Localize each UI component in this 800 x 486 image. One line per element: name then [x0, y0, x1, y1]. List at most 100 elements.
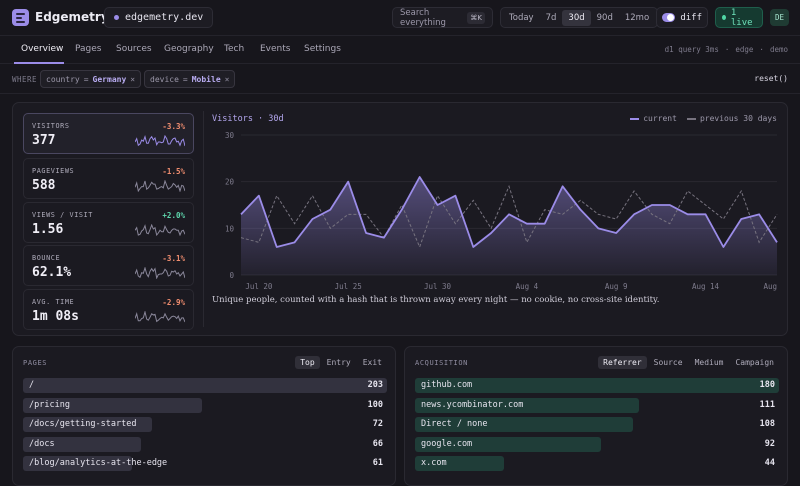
list-item-name: /docs/getting-started: [29, 419, 137, 429]
value-bar: [415, 436, 602, 452]
tab-top[interactable]: Top: [295, 356, 320, 369]
tab-entry[interactable]: Entry: [326, 358, 351, 367]
tab-exit[interactable]: Exit: [362, 358, 382, 367]
list-item[interactable]: github.com 180: [415, 378, 779, 393]
chip-op: =: [182, 74, 188, 84]
active-tab-indicator: [14, 62, 64, 64]
tab-settings[interactable]: Settings: [304, 44, 341, 54]
metric-bounce[interactable]: BOUNCE 62.1% -3.1%: [23, 245, 194, 286]
legend-swatch: [686, 117, 696, 120]
tab-referrer[interactable]: Referrer: [598, 356, 647, 369]
list-item-name: /pricing: [29, 399, 70, 410]
metric-value: 62.1%: [32, 265, 72, 280]
y-tick-label: 10: [225, 224, 235, 233]
list-item[interactable]: /pricing 100: [23, 397, 387, 413]
tab-geography[interactable]: Geography: [164, 44, 214, 54]
range-today[interactable]: Today: [509, 12, 534, 23]
list-item-value: 66: [372, 438, 383, 449]
search-button[interactable]: Search everything ⌘K: [392, 7, 493, 28]
metric-value: 1m 08s: [32, 309, 79, 324]
legend-label: previous 30 days: [699, 114, 777, 123]
sparkline: [135, 311, 185, 323]
sparkline: [135, 180, 185, 192]
list-item[interactable]: news.ycombinator.com 111: [415, 397, 779, 413]
metric-delta: -3.3%: [162, 122, 185, 131]
range-7d[interactable]: 7d: [545, 12, 557, 23]
range-12mo[interactable]: 12mo: [624, 12, 650, 23]
metric-pageviews[interactable]: PAGEVIEWS 588 -1.5%: [23, 158, 194, 199]
list-item-name: /: [29, 380, 35, 390]
live-badge[interactable]: 1 live: [715, 7, 763, 28]
metric-delta: +2.0%: [162, 211, 185, 220]
tab-events[interactable]: Events: [260, 44, 291, 54]
value-bar: [23, 417, 153, 432]
metric-value: 588: [32, 178, 56, 193]
close-icon[interactable]: ×: [130, 74, 136, 84]
avatar[interactable]: DE: [770, 9, 789, 26]
list-item-name: github.com: [421, 380, 473, 390]
tab-source[interactable]: Source: [653, 358, 683, 367]
chart-footnote: Unique people, counted with a hash that …: [212, 295, 660, 305]
metric-delta: -1.5%: [162, 167, 185, 176]
range-90d[interactable]: 90d: [596, 12, 613, 23]
metric-label: VISITORS: [32, 122, 70, 130]
value-bar: [415, 456, 504, 471]
list-item-value: 44: [764, 458, 775, 468]
sparkline: [135, 224, 185, 236]
tab-pages[interactable]: Pages: [75, 44, 102, 54]
tab-sources[interactable]: Sources: [116, 44, 152, 54]
x-tick-label: Jul 25: [335, 282, 362, 291]
value-bar: [415, 417, 634, 432]
tab-medium[interactable]: Medium: [694, 358, 724, 367]
list-item-value: 203: [367, 380, 383, 390]
sparkline-visitors: [135, 135, 185, 147]
filter-chip-country[interactable]: country = Germany ×: [40, 70, 142, 88]
range-30d[interactable]: 30d: [562, 9, 591, 26]
list-item[interactable]: /blog/analytics-at-the-edge 61: [23, 456, 387, 471]
tab-tech[interactable]: Tech: [224, 44, 245, 54]
meta-query: d1 query 3ms: [664, 45, 719, 54]
chip-op: =: [83, 74, 89, 84]
site-selector[interactable]: edgemetry.dev: [104, 7, 214, 28]
list-item-name: /docs: [29, 438, 55, 449]
chip-key: country: [46, 74, 80, 84]
x-tick-label: Jul 30: [424, 282, 452, 291]
list-item[interactable]: /docs/getting-started 72: [23, 417, 387, 432]
close-icon[interactable]: ×: [224, 74, 230, 84]
series-current-line: [240, 176, 778, 248]
value-bar: [23, 397, 203, 413]
filter-chip-device[interactable]: device = Mobile ×: [144, 70, 236, 88]
diff-toggle[interactable]: diff: [656, 7, 708, 28]
metric-views-per-visit[interactable]: VIEWS / VISIT 1.56 +2.0%: [23, 202, 194, 243]
list-item[interactable]: Direct / none 108: [415, 417, 779, 432]
tab-overview[interactable]: Overview: [21, 44, 64, 54]
app-name: Edgemetry: [35, 10, 109, 24]
list-item-value: 100: [367, 399, 383, 410]
metric-avg-time[interactable]: AVG. TIME 1m 08s -2.9%: [23, 289, 194, 330]
acquisition-panel: ACQUISITION Referrer Source Medium Campa…: [404, 346, 788, 486]
y-tick-label: 30: [225, 131, 235, 140]
tab-campaign[interactable]: Campaign: [735, 358, 774, 367]
list-item[interactable]: /docs 66: [23, 436, 387, 452]
list-item[interactable]: google.com 92: [415, 436, 779, 452]
x-tick-label: Aug 9: [605, 282, 628, 291]
sparkline-avg-time: [135, 311, 185, 323]
visitors-chart[interactable]: 0 10 20 30 Jul 20 Jul 25 Jul 30 Aug 4 Aug 9 Aug 1…: [211, 129, 781, 291]
acquisition-tabs: Referrer Source Medium Campaign: [598, 356, 779, 369]
list-item[interactable]: / 203: [23, 378, 387, 393]
chart-title: Visitors · 30d: [212, 114, 284, 124]
reset-button[interactable]: reset(): [754, 74, 788, 83]
legend-current: current: [630, 114, 677, 123]
series-current-area: [241, 177, 777, 275]
x-tick-label: Aug 4: [516, 282, 539, 291]
site-dot-icon: [114, 15, 119, 20]
metric-visitors[interactable]: VISITORS 377 -3.3%: [23, 113, 194, 154]
x-tick-label: Aug 14: [692, 282, 720, 291]
diff-label: diff: [680, 12, 702, 23]
y-tick-label: 20: [225, 178, 235, 187]
list-item[interactable]: x.com 44: [415, 456, 779, 471]
meta-demo: demo: [769, 45, 788, 54]
logo-icon[interactable]: [12, 9, 29, 26]
overview-panel: VISITORS 377 -3.3% PAGEVIEWS 588 -1.5% V…: [12, 102, 788, 336]
list-item-value: 108: [759, 419, 775, 429]
